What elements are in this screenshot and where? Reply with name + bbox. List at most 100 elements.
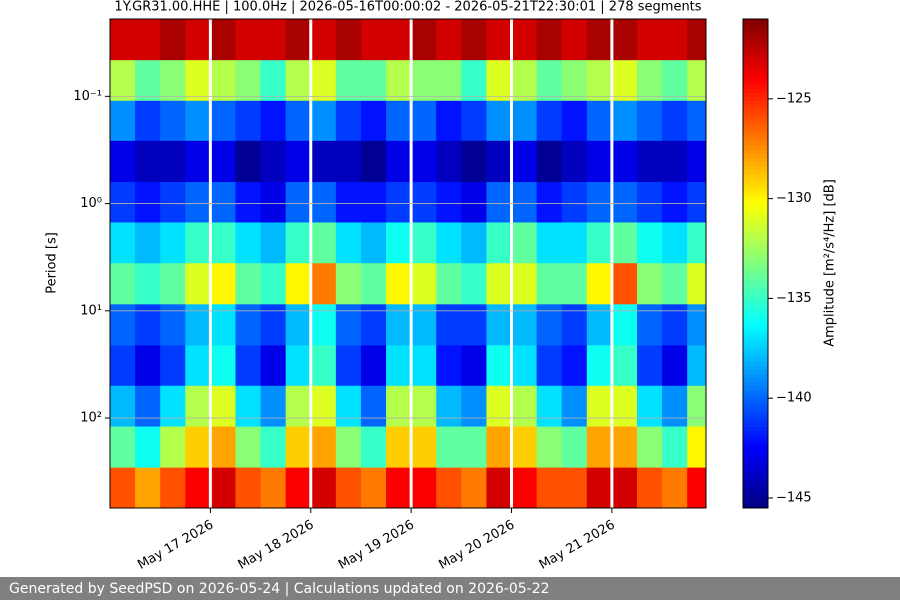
- heatmap-cell: [411, 182, 437, 223]
- heatmap-cell: [461, 140, 487, 183]
- heatmap-cell: [110, 100, 136, 142]
- heatmap-cell: [310, 263, 337, 305]
- colorbar-segment: [743, 471, 768, 476]
- heatmap-cell: [461, 100, 487, 142]
- heatmap-cell: [461, 60, 487, 102]
- data-gap: [610, 19, 614, 508]
- heatmap-cell: [310, 222, 337, 264]
- colorbar-segment: [743, 51, 768, 57]
- colorbar-segment: [743, 438, 768, 444]
- heatmap-cell: [285, 263, 312, 305]
- colorbar-segment: [743, 369, 768, 375]
- heatmap-cell: [662, 385, 688, 428]
- heatmap-cell: [235, 345, 262, 387]
- heatmap-cell: [160, 263, 186, 305]
- colorbar-segment: [743, 459, 768, 464]
- colorbar-segment: [743, 23, 768, 28]
- colorbar-segment: [743, 194, 768, 199]
- heatmap-cell: [285, 60, 312, 102]
- heatmap-cell: [662, 100, 688, 142]
- heatmap-cell: [411, 426, 437, 469]
- heatmap-cell: [687, 426, 707, 469]
- heatmap-cell: [260, 345, 287, 387]
- colorbar-segment: [743, 308, 768, 313]
- heatmap-cell: [536, 263, 563, 305]
- heatmap-cell: [662, 60, 688, 102]
- heatmap-cell: [486, 182, 513, 223]
- colorbar-segment: [743, 92, 768, 97]
- heatmap-cell: [511, 140, 538, 183]
- heatmap-cell: [386, 304, 412, 346]
- heatmap-cell: [285, 100, 312, 142]
- heatmap-cell: [260, 467, 287, 509]
- heatmap-cell: [110, 304, 136, 346]
- x-tick-label: May 18 2026: [236, 518, 317, 573]
- heatmap-cell: [160, 182, 186, 223]
- colorbar-segment: [743, 503, 768, 509]
- heatmap-cell: [210, 304, 236, 346]
- heatmap-cell: [511, 345, 538, 387]
- heatmap-cell: [461, 304, 487, 346]
- heatmap-cell: [687, 19, 707, 61]
- colorbar-segment: [743, 210, 768, 216]
- colorbar-segment: [743, 100, 768, 106]
- heatmap-cell: [210, 19, 236, 61]
- colorbar-segment: [743, 108, 768, 114]
- colorbar-segment: [743, 455, 768, 460]
- heatmap-cell: [636, 304, 663, 346]
- colorbar-segment: [743, 206, 768, 212]
- heatmap-cell: [135, 385, 161, 428]
- colorbar-segment: [743, 450, 768, 456]
- heatmap-cell: [536, 60, 563, 102]
- heatmap-cell: [360, 100, 387, 142]
- colorbar-segment: [743, 316, 768, 322]
- heatmap-cell: [185, 385, 211, 428]
- heatmap-cell: [285, 19, 312, 61]
- heatmap-cell: [360, 304, 387, 346]
- heatmap-cell: [185, 140, 211, 183]
- heatmap-cell: [235, 426, 262, 469]
- colorbar-tick-label: −125: [776, 91, 812, 106]
- heatmap-cell: [185, 222, 211, 264]
- colorbar-segment: [743, 381, 768, 387]
- colorbar-segment: [743, 446, 768, 452]
- heatmap-cell: [536, 182, 563, 223]
- heatmap-cell: [310, 100, 337, 142]
- colorbar-segment: [743, 422, 768, 427]
- heatmap-cell: [586, 140, 613, 183]
- colorbar-segment: [743, 47, 768, 53]
- heatmap-cell: [586, 467, 613, 509]
- heatmap-cell: [260, 426, 287, 469]
- colorbar-segment: [743, 275, 768, 281]
- colorbar-segment: [743, 182, 768, 187]
- heatmap-cell: [386, 385, 412, 428]
- heatmap-cell: [636, 140, 663, 183]
- heatmap-cell: [386, 222, 412, 264]
- heatmap-cell: [636, 19, 663, 61]
- heatmap-cell: [210, 345, 236, 387]
- heatmap-cell: [185, 467, 211, 509]
- heatmap-cell: [160, 467, 186, 509]
- heatmap-cell: [586, 100, 613, 142]
- heatmap-cell: [310, 140, 337, 183]
- heatmap-cell: [285, 140, 312, 183]
- heatmap-cell: [411, 263, 437, 305]
- heatmap-cell: [160, 426, 186, 469]
- heatmap-cell: [436, 467, 462, 509]
- heatmap-cell: [310, 385, 337, 428]
- colorbar-segment: [743, 324, 768, 330]
- heatmap-cell: [436, 182, 462, 223]
- colorbar-segment: [743, 31, 768, 36]
- heatmap-cell: [486, 385, 513, 428]
- heatmap-cell: [135, 426, 161, 469]
- heatmap-cell: [260, 385, 287, 428]
- heatmap-cell: [411, 60, 437, 102]
- heatmap-cell: [110, 140, 136, 183]
- colorbar-segment: [743, 304, 768, 309]
- heatmap-cell: [687, 345, 707, 387]
- colorbar-segment: [743, 173, 768, 179]
- heatmap-cell: [210, 100, 236, 142]
- colorbar-segment: [743, 141, 768, 146]
- colorbar-segment: [743, 129, 768, 134]
